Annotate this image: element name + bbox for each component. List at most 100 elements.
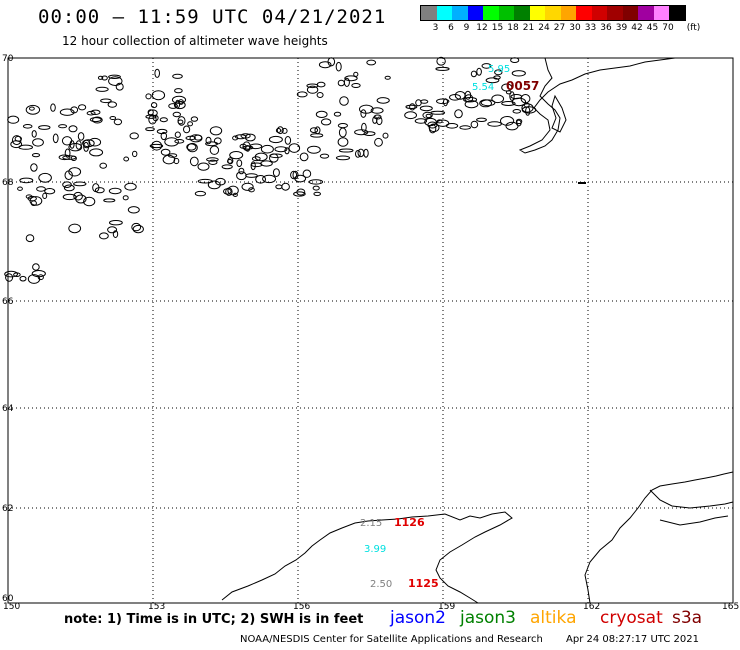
ice-floe-contour [366, 59, 377, 66]
ice-floe-contour [89, 148, 104, 157]
ice-floe-contour [124, 182, 137, 191]
ice-floe-contour [14, 135, 22, 142]
ice-floe-contour [376, 97, 390, 104]
ice-floe-contour [319, 153, 330, 159]
ice-floe-contour [260, 160, 273, 167]
ice-floe-contour [361, 122, 367, 133]
ice-floe-contour [525, 106, 531, 116]
ice-floe-contour [268, 135, 283, 144]
ice-floe-contour [436, 56, 446, 66]
ice-floe-contour [92, 116, 103, 124]
ice-floe-contour [37, 274, 44, 281]
ice-floe-contour [174, 88, 183, 94]
ice-floe-contour [454, 109, 463, 119]
legend-swatch [591, 6, 607, 20]
ice-floe-contour [376, 116, 383, 126]
ice-floe-contour [464, 94, 474, 103]
latitude-label: 62 [2, 504, 13, 514]
ice-floe-contour [123, 156, 130, 162]
ice-floe-contour [309, 127, 319, 134]
ice-floe-contour [262, 174, 277, 184]
ice-floe-contour [521, 103, 534, 113]
legend-swatch [483, 6, 499, 20]
ice-floe-contour [359, 104, 374, 114]
ice-floe-contour [491, 94, 505, 104]
ice-floe-contour [207, 180, 221, 190]
ice-floe-contour [338, 148, 354, 153]
ice-floe-contour [288, 143, 301, 153]
latitude-label: 60 [2, 594, 14, 604]
coastline-south [221, 511, 513, 604]
ice-floe-contour [274, 146, 288, 153]
ice-floe-contour [476, 67, 482, 76]
ice-floe-contour [73, 181, 87, 187]
ice-floe-contour [509, 91, 515, 101]
ice-floe-contour [7, 115, 20, 124]
satellite-jason3: jason3 [460, 608, 516, 628]
legend-swatch [638, 6, 654, 20]
ice-floe-contour [149, 143, 164, 149]
legend-swatch [498, 6, 514, 20]
ice-floe-contour [480, 99, 496, 107]
ice-floe-contour [244, 133, 256, 142]
legend-swatch [514, 6, 530, 20]
legend-tick-label: 36 [600, 23, 612, 33]
ice-floe-contour [339, 96, 349, 106]
ice-floe-contour [500, 116, 515, 126]
ice-floe-contour [501, 101, 516, 106]
legend-swatch [560, 6, 576, 20]
ice-floe-contour [17, 186, 23, 191]
ice-floe-contour [94, 187, 105, 194]
ice-floe-contour [73, 191, 83, 201]
note-text: note: 1) Time is in UTC; 2) SWH is in fe… [64, 612, 364, 627]
ice-floe-contour [31, 153, 41, 158]
longitude-label: 153 [148, 602, 165, 612]
ice-floe-contour [420, 99, 429, 104]
ice-floe-contour [405, 104, 418, 110]
ice-floe-contour [38, 125, 51, 130]
legend-unit: (ft) [686, 23, 701, 33]
ice-floe-contour [68, 167, 82, 177]
longitude-label: 156 [293, 602, 310, 612]
legend-swatch [622, 6, 638, 20]
ice-floe-contour [160, 131, 168, 141]
ice-floe-contour [58, 124, 68, 129]
ice-floe-contour [430, 110, 446, 115]
ice-floe-contour [4, 270, 19, 278]
ice-floe-contour [250, 162, 263, 168]
ice-floe-contour [234, 134, 247, 140]
obs-label: 5.54 [472, 82, 494, 93]
ice-floe-contour [384, 75, 391, 80]
ice-floe-contour [299, 152, 309, 162]
ice-floe-contour [344, 75, 358, 82]
legend-color-bar [420, 5, 686, 21]
ice-floe-contour [187, 121, 194, 127]
ice-floe-contour [132, 150, 138, 158]
ice-floe-contour [206, 157, 219, 162]
ice-floe-contour [89, 117, 102, 123]
ice-floe-contour [63, 184, 75, 192]
ice-floe-contour [194, 190, 206, 197]
ice-floe-contour [61, 136, 73, 146]
ice-floe-contour [510, 57, 520, 63]
ice-floe-contour [209, 145, 220, 155]
ice-floe-contour [112, 230, 119, 239]
ice-floe-contour [122, 195, 129, 201]
ice-floe-contour [129, 132, 139, 140]
coastline-east-inlet [649, 489, 734, 509]
ice-floe-contour [316, 81, 326, 88]
ice-floe-contour [236, 159, 243, 167]
ice-floe-contour [355, 150, 361, 158]
ice-floe-contour [481, 63, 492, 69]
ice-floe-contour [296, 91, 308, 98]
ice-floe-contour [68, 143, 83, 152]
ice-floe-contour [59, 108, 75, 116]
ice-floe-contour [185, 135, 196, 141]
legend-tick-label: 9 [463, 23, 470, 33]
ice-floe-contour [327, 57, 336, 67]
map-frame [7, 57, 734, 604]
ice-floe-contour [306, 83, 319, 89]
ice-floe-contour [254, 152, 268, 162]
